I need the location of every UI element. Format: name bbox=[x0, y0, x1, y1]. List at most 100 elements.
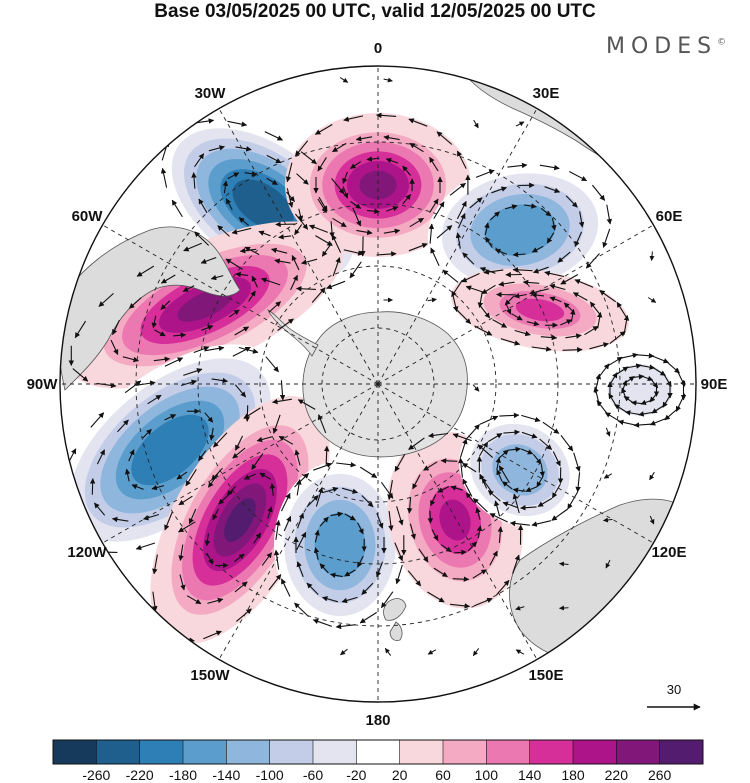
wind-vector bbox=[462, 462, 477, 473]
reference-vector-label: 30 bbox=[667, 682, 681, 697]
wind-vector bbox=[575, 472, 581, 493]
wind-vector bbox=[352, 207, 362, 227]
wind-vector bbox=[336, 461, 357, 468]
wind-vector bbox=[514, 329, 531, 337]
longitude-meridian bbox=[218, 108, 379, 385]
wind-vector bbox=[458, 457, 464, 478]
wind-vector bbox=[281, 492, 291, 512]
wind-vector bbox=[122, 356, 139, 363]
longitude-label: 90W bbox=[27, 376, 59, 393]
wind-vector bbox=[453, 549, 467, 556]
wind-vector bbox=[477, 291, 484, 309]
wind-vector bbox=[440, 544, 452, 553]
colorbar-swatch bbox=[53, 740, 97, 764]
wind-vector bbox=[154, 329, 166, 337]
wind-vector bbox=[522, 279, 540, 286]
wind-vector bbox=[160, 274, 176, 284]
wind-vector bbox=[394, 542, 404, 562]
longitude-label: 60E bbox=[656, 208, 683, 225]
map-title: Base 03/05/2025 00 UTC, valid 12/05/2025… bbox=[154, 1, 596, 22]
wind-vector bbox=[487, 490, 501, 502]
longitude-meridian bbox=[377, 224, 654, 385]
wind-vector bbox=[539, 164, 560, 171]
colorbar-swatch bbox=[399, 740, 444, 764]
wind-vector bbox=[409, 217, 424, 228]
wind-vector bbox=[387, 480, 393, 501]
wind-vector bbox=[520, 504, 537, 511]
wind-vector bbox=[294, 213, 309, 230]
wind-vector bbox=[375, 112, 397, 119]
wind-vector bbox=[542, 421, 560, 434]
wind-vector bbox=[467, 541, 478, 552]
longitude-label: 90E bbox=[701, 376, 728, 393]
wind-vector bbox=[198, 198, 208, 214]
anomaly-contour-fill bbox=[515, 298, 565, 322]
wind-vector bbox=[213, 432, 228, 448]
wind-vector bbox=[227, 172, 240, 180]
wind-vector bbox=[526, 320, 540, 327]
wind-vector bbox=[452, 576, 470, 582]
wind-vector bbox=[584, 325, 599, 336]
wind-vector bbox=[110, 339, 119, 355]
wind-vector bbox=[217, 225, 230, 237]
longitude-meridian bbox=[102, 383, 379, 544]
wind-vector bbox=[238, 217, 250, 226]
wind-vector bbox=[204, 533, 211, 547]
wind-vector bbox=[520, 448, 534, 455]
wind-vector bbox=[128, 449, 135, 462]
wind-vector bbox=[278, 435, 294, 445]
wind-vector bbox=[625, 363, 642, 369]
wind-vector bbox=[476, 525, 483, 539]
new-zealand bbox=[383, 598, 407, 621]
wind-vector bbox=[498, 449, 509, 459]
wind-vector bbox=[258, 230, 271, 237]
wind-vector bbox=[450, 603, 471, 609]
positive-anomaly-center bbox=[150, 396, 330, 644]
wind-vector bbox=[96, 449, 105, 465]
wind-vector bbox=[236, 608, 252, 622]
wind-vector bbox=[624, 410, 642, 416]
wind-vector bbox=[244, 405, 251, 422]
wind-vector bbox=[291, 255, 300, 271]
colorbar-tick-label: 60 bbox=[435, 767, 451, 783]
wind-vector bbox=[504, 204, 518, 210]
wind-vector bbox=[574, 231, 583, 247]
wind-vector bbox=[525, 486, 538, 493]
wind-vector bbox=[472, 648, 480, 656]
wind-vector bbox=[479, 473, 488, 489]
colorbar-swatch bbox=[443, 740, 487, 764]
wind-vector bbox=[638, 364, 656, 370]
longitude-label: 120W bbox=[67, 544, 107, 561]
wind-vector bbox=[341, 596, 358, 604]
brand-mark: © bbox=[717, 37, 727, 48]
positive-anomaly-center bbox=[285, 113, 471, 257]
wind-vector bbox=[497, 526, 504, 543]
wind-vector bbox=[489, 211, 500, 221]
colorbar-tick-label: -180 bbox=[169, 767, 197, 783]
anomaly-contour-fill bbox=[359, 170, 397, 200]
wind-vector bbox=[204, 345, 225, 352]
wind-vector bbox=[322, 486, 339, 494]
colorbar-tick-label: 100 bbox=[475, 767, 499, 783]
wind-vector bbox=[494, 500, 501, 517]
wind-vector bbox=[93, 502, 106, 516]
wind-vector bbox=[461, 273, 480, 283]
wind-vector bbox=[479, 415, 499, 425]
wind-vector bbox=[472, 384, 480, 392]
wind-vector bbox=[357, 555, 364, 568]
wind-vector bbox=[544, 186, 561, 194]
wind-vector bbox=[294, 473, 309, 488]
wind-vector bbox=[308, 224, 328, 233]
wind-vector bbox=[565, 333, 582, 339]
anomaly-contour-fill bbox=[620, 374, 660, 406]
wind-vector bbox=[234, 384, 247, 398]
wind-vector bbox=[275, 519, 281, 540]
wind-vector bbox=[605, 427, 611, 437]
wind-vector bbox=[326, 280, 346, 290]
wind-vector bbox=[456, 200, 467, 220]
wind-vector bbox=[388, 511, 394, 532]
colorbar-swatch bbox=[139, 740, 184, 764]
wind-vector bbox=[117, 419, 129, 433]
wind-vector bbox=[549, 296, 562, 303]
